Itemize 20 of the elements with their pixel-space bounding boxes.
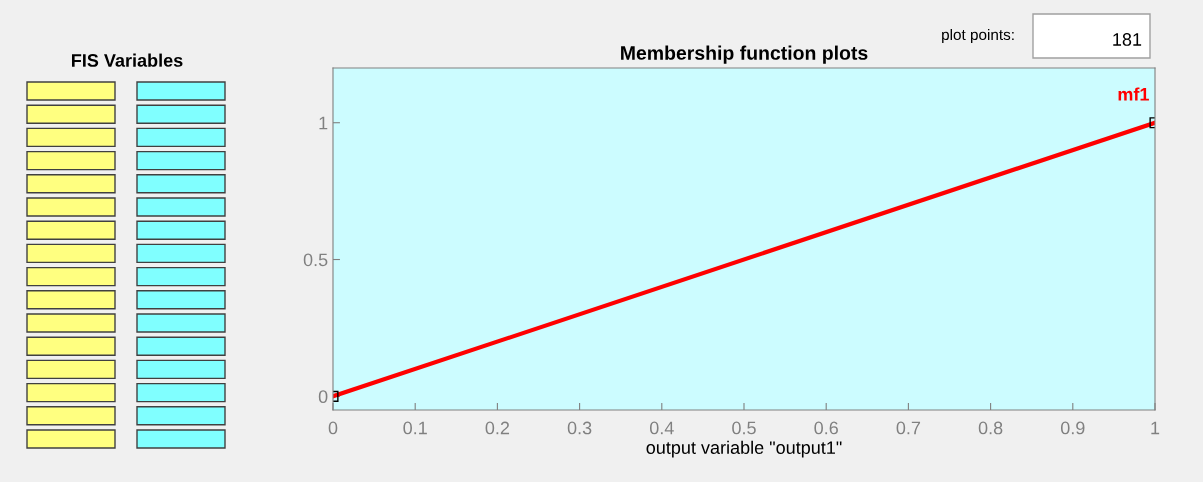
x-axis-title: output variable "output1" (646, 440, 842, 458)
chart-title: Membership function plots (621, 45, 868, 64)
x-tick-label: 0.1 (403, 421, 427, 435)
text: 181 (1113, 33, 1142, 46)
text: plot points: (942, 28, 1014, 44)
x-tick-label: 0.6 (814, 421, 838, 435)
annotation: mf1 (1118, 87, 1149, 101)
x-tick-label: 0.7 (896, 421, 921, 435)
y-tick-label: 1 (319, 116, 328, 130)
x-tick-label: 0.9 (1060, 421, 1085, 435)
x-tick-label: 0 (328, 421, 338, 435)
text: FIS Variables (72, 53, 183, 67)
y-tick-label: 0 (318, 390, 328, 404)
x-tick-label: 0.3 (567, 421, 592, 435)
x-tick-label: 0.2 (485, 421, 510, 435)
x-tick-label: 0.5 (732, 421, 756, 435)
x-tick-label: 1 (1151, 421, 1160, 435)
x-tick-label: 0.4 (649, 421, 674, 435)
y-tick-label: 0.5 (303, 253, 328, 267)
x-tick-label: 0.8 (978, 421, 1003, 435)
